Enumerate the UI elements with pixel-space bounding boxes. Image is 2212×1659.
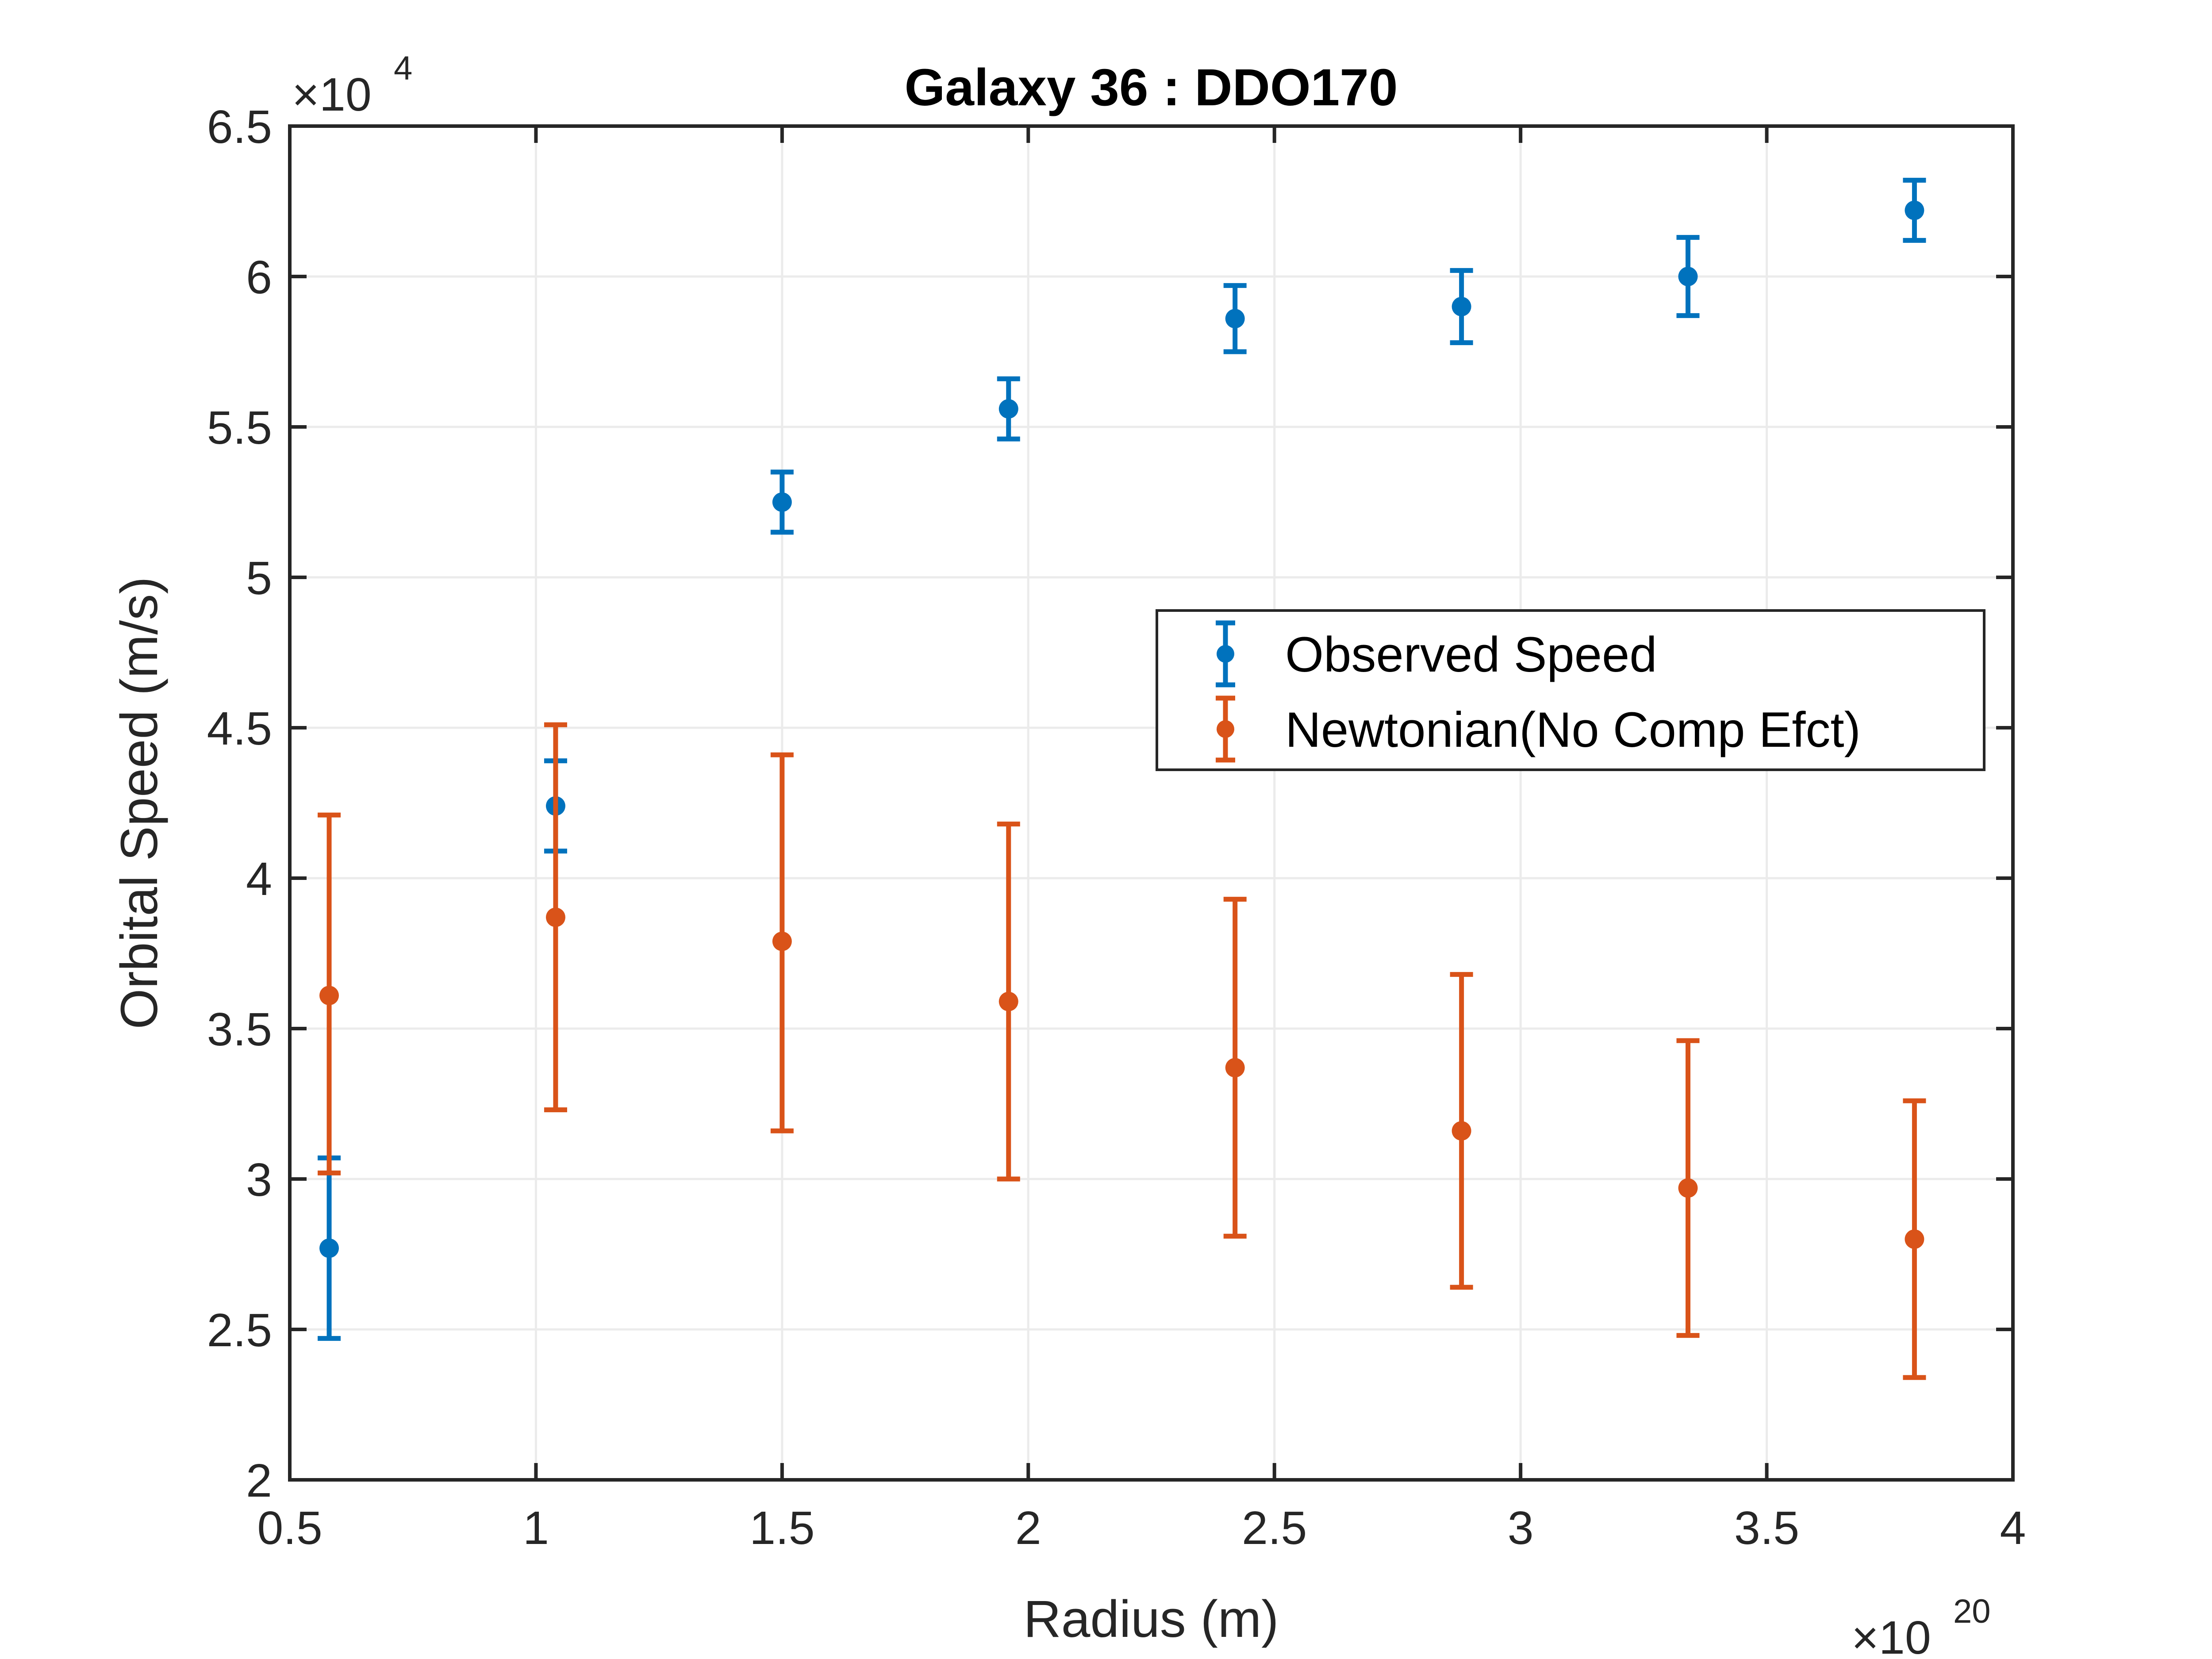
legend: Observed Speed Newtonian(No Comp Efct) <box>1156 609 1985 771</box>
data-point <box>998 399 1018 419</box>
legend-label-newtonian: Newtonian(No Comp Efct) <box>1285 702 1861 757</box>
x-tick-label: 1.5 <box>749 1502 814 1554</box>
grid <box>290 126 2013 1480</box>
x-exponent-label: ×10 20 <box>1851 1593 1991 1659</box>
legend-point <box>1217 720 1234 738</box>
data-point <box>1678 1178 1698 1198</box>
chart-title: Galaxy 36 : DDO170 <box>904 58 1398 117</box>
data-point <box>1452 297 1471 316</box>
y-tick-label: 6 <box>246 251 272 303</box>
x-tick-label: 2 <box>1015 1502 1041 1554</box>
x-tick-label: 3 <box>1508 1502 1534 1554</box>
x-tick-label: 2.5 <box>1242 1502 1307 1554</box>
data-point <box>319 1238 339 1258</box>
x-exponent-power: 20 <box>1953 1593 1991 1630</box>
plot-frame <box>288 124 2015 1482</box>
legend-marker-newtonian <box>1216 695 1235 763</box>
series-layer <box>318 177 1926 1380</box>
y-tick-label: 2.5 <box>207 1304 272 1356</box>
y-tick-label: 6.5 <box>207 101 272 153</box>
x-axis-label: Radius (m) <box>1024 1590 1279 1648</box>
x-exponent-base: ×10 <box>1851 1612 1931 1659</box>
y-tick-label: 4 <box>246 853 272 905</box>
data-point <box>1225 1058 1245 1078</box>
y-tick-label: 3 <box>246 1154 272 1206</box>
data-point <box>1678 267 1698 286</box>
legend-box <box>1156 609 1985 771</box>
data-point <box>1452 1121 1471 1141</box>
series-newtonian <box>318 722 1926 1380</box>
legend-item-newtonian: Newtonian(No Comp Efct) <box>1216 695 1861 763</box>
legend-point <box>1217 645 1234 663</box>
legend-marker-observed <box>1216 620 1235 687</box>
data-point <box>772 492 792 512</box>
data-point <box>772 931 792 951</box>
legend-item-observed: Observed Speed <box>1216 620 1657 687</box>
y-tick-label: 3.5 <box>207 1003 272 1056</box>
y-exponent-base: ×10 <box>292 69 372 121</box>
data-point <box>1905 1229 1924 1249</box>
x-tick-label: 4 <box>2000 1502 2026 1554</box>
data-point <box>1225 309 1245 329</box>
x-tick-label: 0.5 <box>257 1502 322 1554</box>
legend-label-observed: Observed Speed <box>1285 627 1657 682</box>
x-tick-label: 3.5 <box>1734 1502 1799 1554</box>
y-tick-label: 4.5 <box>207 703 272 755</box>
x-tick-label: 1 <box>523 1502 549 1554</box>
plot-area <box>290 126 2013 1480</box>
y-exponent-power: 4 <box>394 50 412 87</box>
data-point <box>319 986 339 1006</box>
y-exponent-label: ×10 4 <box>292 50 412 121</box>
y-axis-label: Orbital Speed (m/s) <box>110 577 169 1029</box>
y-tick-label: 2 <box>246 1455 272 1507</box>
y-tick-label: 5 <box>246 552 272 604</box>
data-point <box>1905 200 1924 220</box>
data-point <box>998 991 1018 1011</box>
data-point <box>545 907 565 927</box>
y-tick-label: 5.5 <box>207 402 272 454</box>
tick-labels: 0.5 1 1.5 2 2.5 3 3.5 4 2 2.5 3 3.5 4 4.5 5 5.5 6 6.5 <box>207 101 2026 1554</box>
